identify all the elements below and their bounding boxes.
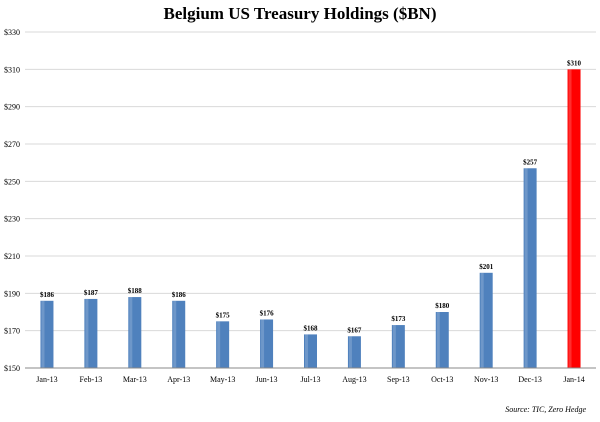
y-tick-label: $230 [4,215,20,224]
y-tick-label: $310 [4,65,20,74]
bar-highlight-sheen [524,168,528,368]
bar-highlight-sheen [85,298,89,368]
x-tick-label: Nov-13 [474,375,498,384]
bar-mar-13 [128,297,142,368]
data-label: $186 [172,291,187,299]
y-tick-label: $170 [4,327,20,336]
bar-highlight-sheen [348,336,352,368]
data-label: $176 [260,309,275,317]
x-tick-label: Mar-13 [123,375,147,384]
bar-jan-13 [40,300,54,368]
data-label: $173 [391,315,406,323]
x-tick-label: Aug-13 [342,375,366,384]
bar-highlight-sheen [129,297,133,368]
bar-highlight-sheen [261,319,265,368]
bar-jul-13 [304,334,317,368]
x-tick-label: Apr-13 [167,375,190,384]
data-label: $167 [347,326,362,334]
bar-highlight-sheen [436,312,440,368]
y-tick-label: $250 [4,177,20,186]
bar-highlight-sheen [41,300,45,368]
data-label: $175 [216,311,231,319]
bar-highlight-sheen [173,300,177,368]
bar-highlight-sheen [480,272,484,368]
bar-aug-13 [347,336,361,368]
x-tick-label: Dec-13 [518,375,542,384]
bar-nov-13 [479,272,493,368]
bar-may-13 [216,321,230,368]
data-labels: $186 $187 $188 $186 $175 $176 $168 $167 $173 $180… [40,59,582,334]
y-tick-label: $330 [4,28,20,37]
data-label: $201 [479,263,494,271]
data-label: $180 [435,302,450,310]
y-tick-label: $150 [4,364,20,373]
x-tick-label: Jan-14 [563,375,584,384]
y-tick-label: $270 [4,140,20,149]
data-label: $257 [523,158,538,166]
x-tick-label: May-13 [210,375,235,384]
x-tick-label: Jun-13 [256,375,278,384]
bar-jan-14 [567,69,581,368]
y-tick-label: $190 [4,289,20,298]
y-tick-label: $290 [4,103,20,112]
bar-apr-13 [172,300,186,368]
x-tick-label: Oct-13 [431,375,453,384]
chart-title: Belgium US Treasury Holdings ($BN) [163,4,437,23]
bar-highlight-sheen [217,321,221,368]
bar-feb-13 [84,298,98,368]
bar-highlight-sheen [305,334,308,368]
bar-highlight-sheen [392,325,396,368]
x-tick-label: Jan-13 [36,375,57,384]
y-tick-label: $210 [4,252,20,261]
bar-highlight-sheen [568,69,572,368]
data-label: $168 [304,324,319,332]
grid-lines [25,31,596,369]
bar-dec-13 [523,168,537,368]
source-note: Source: TIC, Zero Hedge [505,405,586,414]
x-axis-ticks: Jan-13 Feb-13 Mar-13 Apr-13 May-13 Jun-13 Jul-… [36,375,584,384]
data-label: $188 [128,287,143,295]
y-axis-ticks: $150 $170 $190 $210 $230 $250 $270 $290 $310 $330 [4,28,20,373]
bar-jun-13 [260,319,274,368]
bars [40,69,581,368]
x-tick-label: Jul-13 [301,375,321,384]
x-tick-label: Feb-13 [80,375,103,384]
data-label: $186 [40,291,55,299]
data-label: $187 [84,289,99,297]
data-label: $310 [567,59,582,67]
bar-sep-13 [391,325,405,368]
x-tick-label: Sep-13 [387,375,410,384]
bar-oct-13 [435,312,449,368]
